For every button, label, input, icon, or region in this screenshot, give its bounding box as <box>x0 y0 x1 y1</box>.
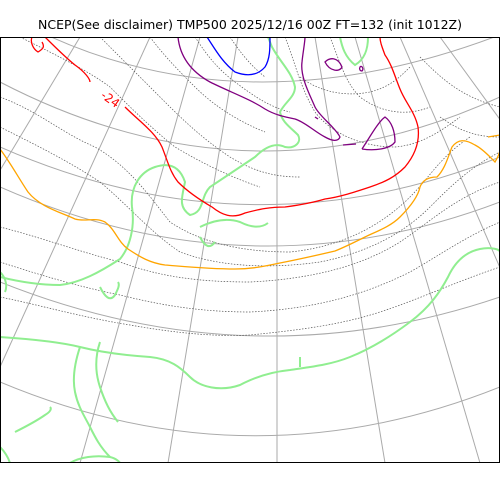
isotherm <box>329 37 431 113</box>
coastline <box>0 247 500 390</box>
isotherm-red <box>30 37 420 217</box>
isotherm <box>314 116 319 120</box>
coastline <box>69 455 121 463</box>
coastline <box>72 346 111 458</box>
longitude-line <box>0 37 81 172</box>
isotherm <box>194 37 291 113</box>
dotted-isotherms <box>0 37 500 336</box>
map-canvas: -24 <box>0 37 500 463</box>
longitude-line <box>314 37 386 463</box>
isotherm <box>44 37 91 83</box>
isotherm <box>358 65 364 72</box>
latitude-line <box>0 146 500 206</box>
isotherm <box>19 37 261 188</box>
coastline <box>0 37 301 287</box>
isotherm <box>0 96 471 253</box>
isotherm <box>342 143 357 146</box>
isotherm <box>177 37 341 142</box>
coastline <box>339 37 369 67</box>
latitude-line <box>49 37 496 83</box>
isotherm <box>284 37 461 148</box>
isotherm-purple <box>177 37 396 151</box>
latitude-line <box>0 281 500 337</box>
map-panel: -24 <box>0 37 500 463</box>
isotherm <box>361 116 396 151</box>
coastline <box>99 281 120 300</box>
coastline <box>199 218 269 228</box>
isotherm <box>324 58 343 71</box>
isotherm <box>0 266 500 336</box>
isotherm <box>99 37 301 178</box>
longitude-line <box>79 37 201 463</box>
chart-title: NCEP(See disclaimer) TMP500 2025/12/16 0… <box>38 17 462 32</box>
isotherm-blue <box>206 37 271 76</box>
longitude-line <box>439 37 500 121</box>
latitude-lines <box>0 37 500 437</box>
isotherm-label-red: -24 <box>98 88 122 111</box>
isotherm <box>439 116 500 138</box>
isotherm <box>0 181 500 283</box>
latitude-line <box>0 81 500 152</box>
coastlines <box>0 37 500 463</box>
longitude-lines <box>0 37 500 463</box>
longitude-line <box>354 37 481 463</box>
longitude-line <box>167 37 239 463</box>
latitude-line <box>0 381 500 437</box>
coastline <box>14 406 52 433</box>
isotherm <box>149 37 266 133</box>
isotherm-orange <box>0 140 500 270</box>
isotherm <box>0 221 500 313</box>
coastline <box>95 341 119 423</box>
isotherm <box>30 37 45 53</box>
isotherm-orange-segment <box>487 134 500 138</box>
longitude-line <box>399 37 500 270</box>
isotherm <box>299 66 411 95</box>
coastline <box>0 271 8 293</box>
latitude-line <box>0 186 500 247</box>
isotherm <box>0 126 500 267</box>
longitude-line <box>0 37 151 368</box>
isotherm <box>419 56 500 108</box>
coastline <box>199 236 216 248</box>
isotherm <box>229 37 266 78</box>
coastline <box>0 446 11 463</box>
isotherm <box>124 37 420 217</box>
